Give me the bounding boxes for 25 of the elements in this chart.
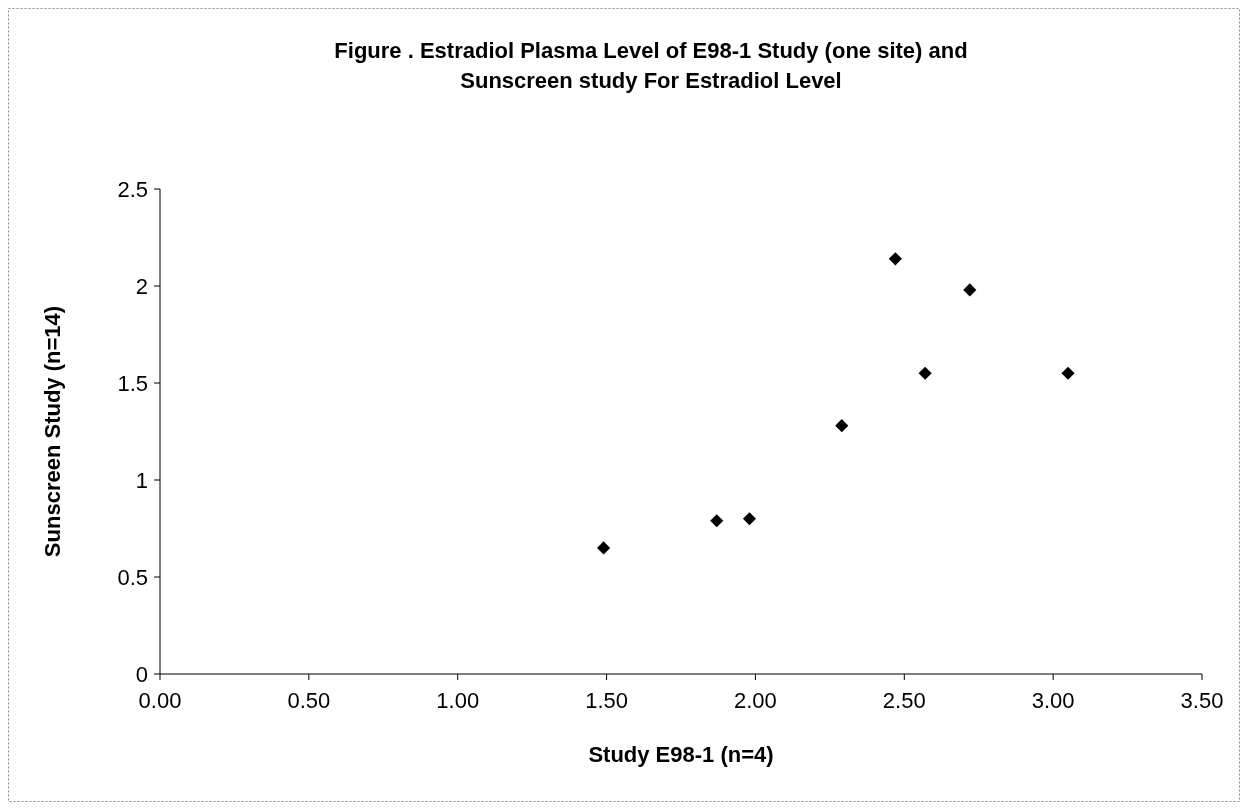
point bbox=[963, 283, 977, 297]
point bbox=[1061, 366, 1075, 380]
point bbox=[742, 512, 757, 526]
point bbox=[835, 419, 849, 433]
y-tick-label: 2 bbox=[135, 274, 148, 299]
x-tick-label: 1.00 bbox=[436, 688, 480, 713]
chart-title: Figure . Estradiol Plasma Level of E98-1 Study (one site) and Sunscreen study For Estradiol Level bbox=[334, 38, 968, 93]
point bbox=[710, 514, 724, 528]
y-tick-label: 0 bbox=[135, 662, 148, 687]
x-tick-label: 0.00 bbox=[138, 688, 182, 713]
x-tick-label: 2.00 bbox=[734, 688, 777, 713]
y-tick-label: 1.5 bbox=[117, 371, 148, 396]
point bbox=[597, 541, 611, 555]
point bbox=[918, 366, 932, 380]
y-tick-label: 0.5 bbox=[117, 565, 148, 590]
x-tick-label: 1.50 bbox=[585, 688, 628, 713]
x-axis-title: Study E98-1 (n=4) bbox=[588, 742, 774, 767]
x-tick-label: 0.50 bbox=[287, 688, 331, 713]
y-tick-label: 2.5 bbox=[117, 177, 148, 202]
x-tick-label: 3.00 bbox=[1031, 688, 1075, 713]
point bbox=[888, 252, 902, 266]
y-axis-title: Sunscreen Study (n=14) bbox=[40, 305, 65, 558]
x-tick-label: 2.50 bbox=[882, 688, 926, 713]
x-tick-label: 3.50 bbox=[1180, 688, 1224, 713]
y-tick-label: 1 bbox=[135, 468, 148, 493]
